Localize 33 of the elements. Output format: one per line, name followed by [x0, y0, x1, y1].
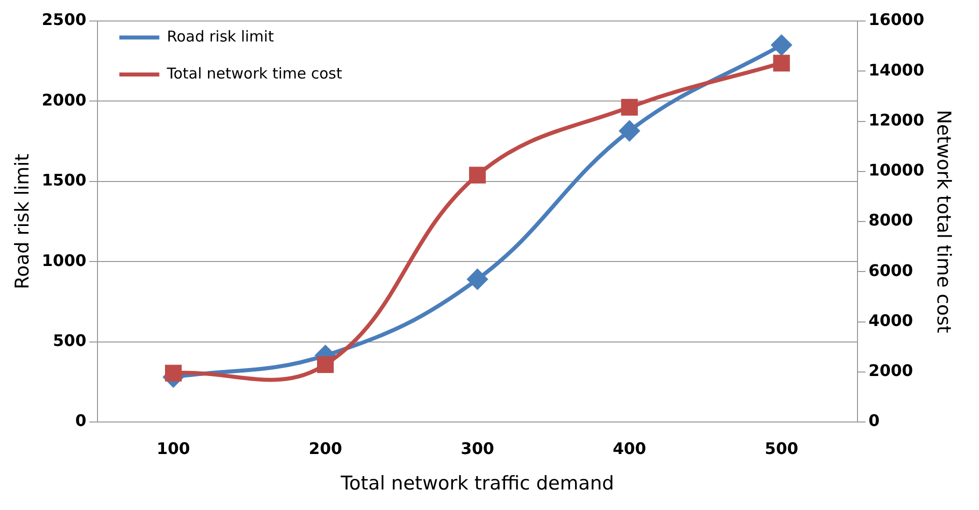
y2-tick-label: 0 — [868, 411, 880, 430]
legend-label: Road risk limit — [166, 27, 274, 46]
y2-tick-label: 2000 — [868, 361, 914, 380]
y-tick-label: 1500 — [42, 170, 86, 190]
point — [621, 98, 638, 116]
y2-tick-label: 10000 — [868, 160, 924, 180]
x-axis-title: Total network traffic demand — [340, 472, 614, 495]
y2-axis-title: Network total time cost — [932, 110, 955, 334]
point — [467, 269, 488, 290]
x-tick-label: 400 — [612, 438, 646, 458]
point — [164, 364, 182, 382]
y-tick-label: 1000 — [42, 250, 86, 270]
y-tick-label: 2500 — [42, 10, 86, 30]
y2-tick-label: 8000 — [868, 210, 914, 230]
y-tick-label: 500 — [52, 330, 86, 350]
point — [619, 120, 640, 141]
point — [773, 54, 790, 72]
x-tick-label: 100 — [156, 438, 190, 458]
point — [317, 356, 334, 373]
y-axis-title: Road risk limit — [11, 154, 34, 290]
y-tick-label: 2000 — [42, 90, 86, 110]
x-tick-label: 300 — [460, 438, 494, 458]
x-tick-label: 200 — [308, 438, 342, 458]
y-tick-label: 0 — [75, 411, 86, 430]
point — [772, 35, 792, 56]
y2-tick-label: 6000 — [868, 260, 914, 280]
x-tick-label: 500 — [764, 438, 798, 458]
y2-tick-label: 14000 — [868, 60, 924, 80]
y2-tick-label: 4000 — [868, 310, 914, 330]
point — [469, 166, 486, 184]
legend-label: Total network time cost — [166, 64, 342, 82]
y2-tick-label: 16000 — [868, 10, 924, 30]
y2-tick-label: 12000 — [868, 110, 924, 130]
